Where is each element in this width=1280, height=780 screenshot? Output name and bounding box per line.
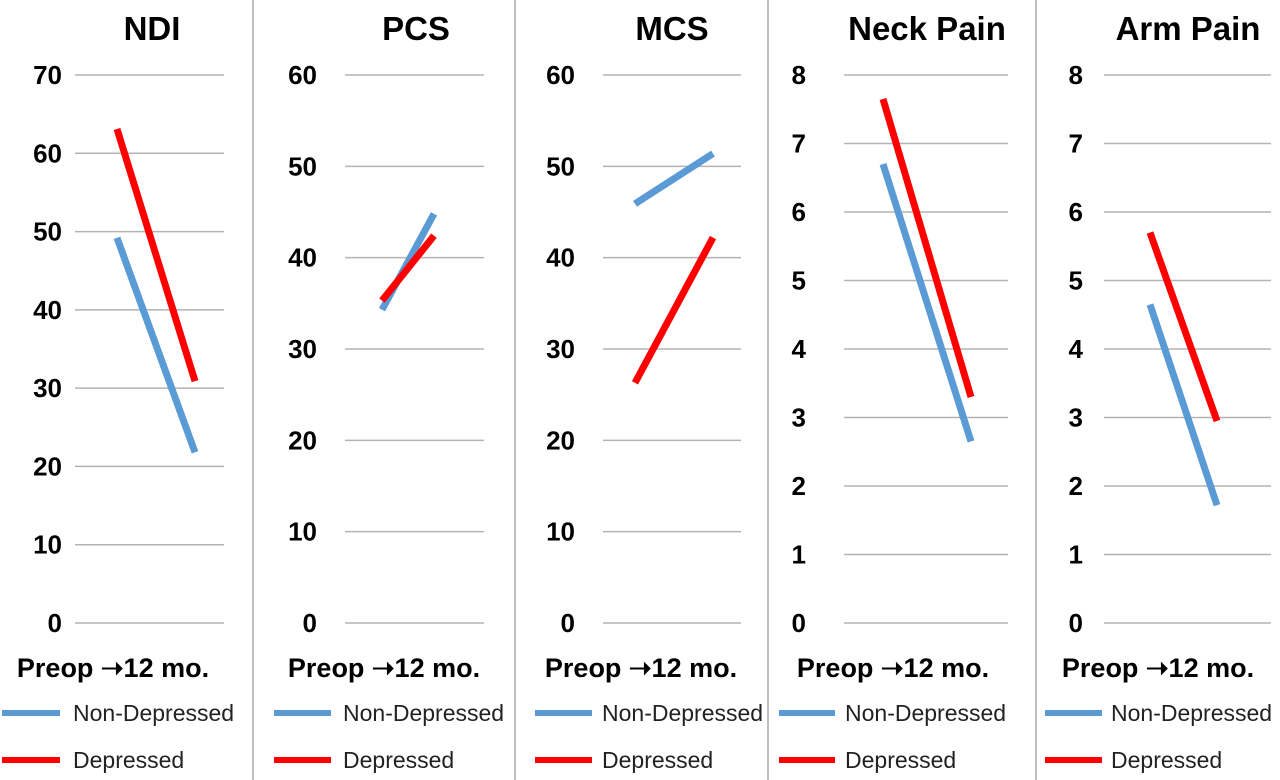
y-tick-label: 8 (792, 60, 806, 90)
y-tick-label: 6 (1069, 197, 1083, 227)
y-tick-label: 30 (33, 373, 62, 403)
y-tick-label: 30 (546, 334, 575, 364)
y-tick-label: 40 (546, 243, 575, 273)
series-line-non-depressed (633, 150, 715, 207)
y-tick-label: 1 (1069, 540, 1083, 570)
legend-label: Non-Depressed (1111, 700, 1272, 726)
series-line-non-depressed (113, 236, 199, 454)
panel-mcs: MCS 0 10 20 30 40 50 60 Preop ➝12 mo. Non-Depress… (535, 0, 769, 780)
series-line-non-depressed (879, 162, 975, 443)
legend-label: Non-Depressed (343, 700, 504, 726)
y-tick-label: 50 (288, 151, 317, 181)
y-tick-label: 30 (288, 334, 317, 364)
y-tick-label: 4 (792, 334, 807, 364)
series-line-depressed (1146, 231, 1221, 423)
y-tick-label: 50 (546, 151, 575, 181)
y-tick-label: 20 (33, 451, 62, 481)
x-axis-label: Preop ➝12 mo. (1062, 653, 1254, 683)
x-axis-label: Preop ➝12 mo. (17, 653, 209, 683)
y-tick-label: 10 (288, 517, 317, 547)
series-line-depressed (379, 233, 437, 303)
panel-title: MCS (635, 10, 708, 47)
y-tick-label: 0 (48, 608, 62, 638)
y-tick-label: 20 (288, 425, 317, 455)
y-tick-label: 20 (546, 425, 575, 455)
series-line-depressed (113, 127, 199, 383)
y-tick-label: 60 (546, 60, 575, 90)
legend-label: Depressed (343, 747, 454, 773)
x-axis-label: Preop ➝12 mo. (797, 653, 989, 683)
y-tick-label: 1 (792, 540, 806, 570)
y-tick-label: 4 (1069, 334, 1084, 364)
panel-title: Neck Pain (848, 10, 1006, 47)
y-tick-label: 50 (33, 217, 62, 247)
legend-label: Non-Depressed (845, 700, 1006, 726)
y-tick-label: 0 (1069, 608, 1083, 638)
y-tick-label: 0 (303, 608, 317, 638)
y-tick-label: 60 (288, 60, 317, 90)
panel-title: PCS (382, 10, 450, 47)
legend-label: Depressed (73, 747, 184, 773)
y-tick-label: 60 (33, 138, 62, 168)
series-line-depressed (879, 97, 975, 398)
series-line-depressed (631, 235, 717, 385)
y-tick-label: 8 (1069, 60, 1083, 90)
y-tick-label: 7 (792, 129, 806, 159)
x-axis-label: Preop ➝12 mo. (545, 653, 737, 683)
panel-pcs: PCS 0 10 20 30 40 50 60 Preop ➝12 mo. Non-Depress… (274, 0, 516, 780)
panel-arm-pain: Arm Pain 0 1 2 3 4 5 6 7 8 Preop ➝12 mo. Non-Depres… (1045, 10, 1272, 773)
y-tick-label: 2 (1069, 471, 1083, 501)
legend-label: Non-Depressed (602, 700, 763, 726)
y-tick-label: 0 (561, 608, 575, 638)
y-tick-label: 10 (33, 530, 62, 560)
y-tick-label: 3 (1069, 403, 1083, 433)
panel-title: NDI (124, 10, 181, 47)
panel-neck-pain: Neck Pain 0 1 2 3 4 5 6 7 8 Preop ➝12 mo. Non-Depre… (779, 0, 1037, 780)
legend-label: Depressed (845, 747, 956, 773)
y-tick-label: 3 (792, 403, 806, 433)
series-line-non-depressed (1146, 303, 1221, 507)
y-tick-label: 0 (792, 608, 806, 638)
legend-label: Depressed (1111, 747, 1222, 773)
y-tick-label: 6 (792, 197, 806, 227)
y-tick-label: 40 (288, 243, 317, 273)
panel-ndi: NDI 0 10 20 30 40 50 60 70 Preop ➝12 mo. Non-Depre… (2, 0, 254, 780)
y-tick-label: 10 (546, 517, 575, 547)
y-tick-label: 2 (792, 471, 806, 501)
y-tick-label: 5 (792, 266, 806, 296)
y-tick-label: 7 (1069, 129, 1083, 159)
y-tick-label: 70 (33, 60, 62, 90)
panel-title: Arm Pain (1116, 10, 1261, 47)
y-tick-label: 5 (1069, 266, 1083, 296)
y-tick-label: 40 (33, 295, 62, 325)
x-axis-label: Preop ➝12 mo. (288, 653, 480, 683)
legend-label: Depressed (602, 747, 713, 773)
legend-label: Non-Depressed (73, 700, 234, 726)
